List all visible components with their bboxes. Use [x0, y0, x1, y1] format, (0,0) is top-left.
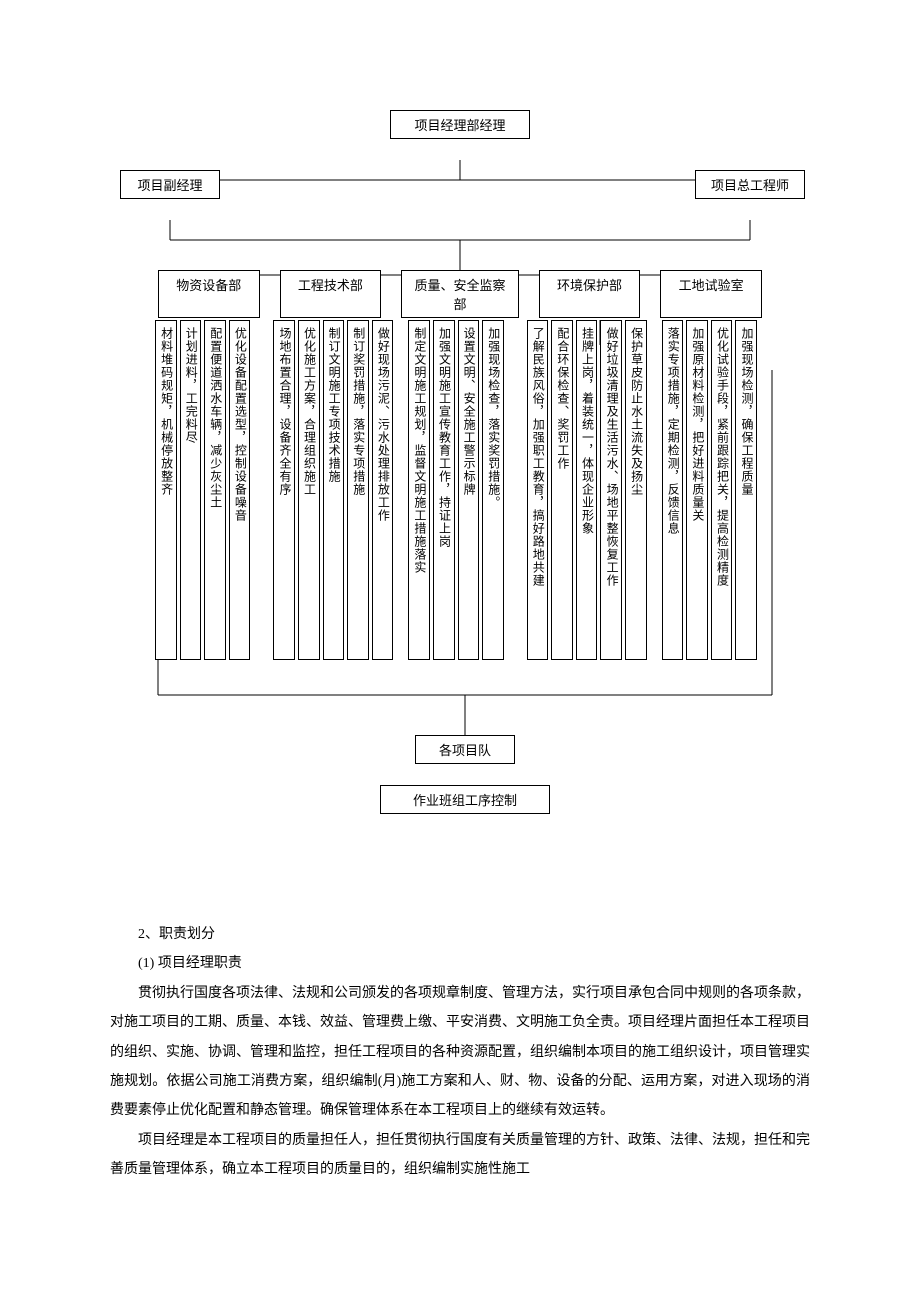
leaves-row: 材料堆码规矩，机械停放整齐 计划进料，工完料尽 配置便道洒水车辆，减少灰尘土 优… [0, 320, 920, 660]
leaf: 加强原材料检测，把好进料质量关 [686, 320, 708, 660]
leaf: 计划进料，工完料尽 [180, 320, 202, 660]
leaf: 了解民族风俗，加强职工教育，搞好路地共建 [527, 320, 549, 660]
leaf: 制订奖罚措施，落实专项措施 [347, 320, 369, 660]
dept-lab: 工地试验室 [660, 270, 762, 318]
leaf: 优化试验手段，紧前跟踪把关，提高检测精度 [711, 320, 733, 660]
leaf: 配合环保检查、奖罚工作 [551, 320, 573, 660]
chief-engineer-label: 项目总工程师 [711, 178, 789, 193]
leaf: 加强现场检测，确保工程质量 [735, 320, 757, 660]
leaf: 制订文明施工专项技术措施 [323, 320, 345, 660]
leaf: 场地布置合理，设备齐全有序 [273, 320, 295, 660]
leaf: 做好垃圾清理及生活污水、场地平整恢复工作 [600, 320, 622, 660]
leaf: 配置便道洒水车辆，减少灰尘土 [204, 320, 226, 660]
leaf-group-0: 材料堆码规矩，机械停放整齐 计划进料，工完料尽 配置便道洒水车辆，减少灰尘土 优… [155, 320, 258, 660]
leaf-group-1: 场地布置合理，设备齐全有序 优化施工方案，合理组织施工 制订文明施工专项技术措施… [273, 320, 393, 660]
heading-1: 2、职责划分 [110, 920, 810, 949]
paragraph-1: 贯彻执行国度各项法律、法规和公司颁发的各项规章制度、管理方法，实行项目承包合同中… [110, 979, 810, 1126]
dept-row: 物资设备部 工程技术部 质量、安全监察部 环境保护部 工地试验室 [0, 270, 920, 318]
leaf: 制定文明施工规划，监督文明施工措施落实 [408, 320, 430, 660]
leaf: 挂牌上岗，着装统一，体现企业形象 [576, 320, 598, 660]
leaf: 加强现场检查，落实奖罚措施。 [482, 320, 504, 660]
leaf-group-4: 落实专项措施，定期检测，反馈信息 加强原材料检测，把好进料质量关 优化试验手段，… [662, 320, 765, 660]
leaf-group-3: 了解民族风俗，加强职工教育，搞好路地共建 配合环保检查、奖罚工作 挂牌上岗，着装… [527, 320, 647, 660]
leaf: 落实专项措施，定期检测，反馈信息 [662, 320, 684, 660]
dept-engineering: 工程技术部 [280, 270, 382, 318]
leaf: 保护草皮防止水土流失及扬尘 [625, 320, 647, 660]
leaf: 优化设备配置选型，控制设备噪音 [229, 320, 251, 660]
leaf: 材料堆码规矩，机械停放整齐 [155, 320, 177, 660]
root-label: 项目经理部经理 [414, 118, 505, 133]
org-chart: 项目经理部经理 项目副经理 项目总工程师 物资设备部 工程技术部 质量、安全监察… [0, 0, 920, 890]
bottom-label-2: 作业班组工序控制 [413, 793, 517, 808]
bottom-box-2: 作业班组工序控制 [380, 785, 550, 814]
deputy-box: 项目副经理 [120, 170, 220, 199]
text-section: 2、职责划分 (1) 项目经理职责 贯彻执行国度各项法律、法规和公司颁发的各项规… [0, 890, 920, 1225]
dept-materials: 物资设备部 [158, 270, 260, 318]
leaf: 优化施工方案，合理组织施工 [298, 320, 320, 660]
root-box: 项目经理部经理 [390, 110, 530, 139]
leaf: 设置文明、安全施工警示标牌 [458, 320, 480, 660]
chief-engineer-box: 项目总工程师 [695, 170, 805, 199]
bottom-box-1: 各项目队 [415, 735, 515, 764]
bottom-label-1: 各项目队 [439, 743, 491, 758]
paragraph-2: 项目经理是本工程项目的质量担任人，担任贯彻执行国度有关质量管理的方针、政策、法律… [110, 1126, 810, 1185]
leaf-group-2: 制定文明施工规划，监督文明施工措施落实 加强文明施工宣传教育工作，持证上岗 设置… [408, 320, 511, 660]
dept-quality-safety: 质量、安全监察部 [401, 270, 519, 318]
heading-2: (1) 项目经理职责 [110, 949, 810, 978]
deputy-label: 项目副经理 [137, 178, 202, 193]
leaf: 加强文明施工宣传教育工作，持证上岗 [433, 320, 455, 660]
leaf: 做好现场污泥、污水处理排放工作 [372, 320, 394, 660]
dept-environment: 环境保护部 [539, 270, 641, 318]
